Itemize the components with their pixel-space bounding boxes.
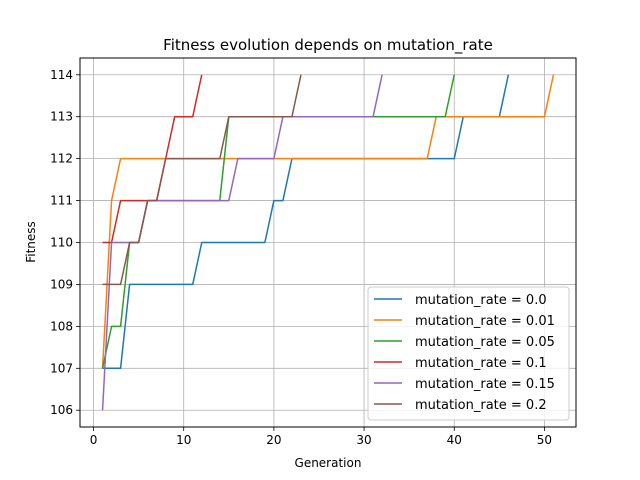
legend-label-0: mutation_rate = 0.0	[415, 293, 547, 308]
x-tick-label: 40	[447, 433, 462, 447]
legend-label-3: mutation_rate = 0.1	[415, 356, 547, 371]
x-tick-label: 10	[176, 433, 191, 447]
x-tick-label: 20	[266, 433, 281, 447]
y-tick-label: 111	[50, 194, 73, 208]
y-tick-label: 109	[50, 277, 73, 291]
y-tick-label: 112	[50, 152, 73, 166]
legend-label-1: mutation_rate = 0.01	[415, 314, 555, 329]
chart-title: Fitness evolution depends on mutation_ra…	[163, 36, 493, 55]
y-tick-label: 106	[50, 403, 73, 417]
x-axis-label: Generation	[295, 456, 362, 470]
y-tick-label: 113	[50, 110, 73, 124]
series-lines	[101, 74, 555, 411]
legend: mutation_rate = 0.0 mutation_rate = 0.01 m…	[367, 286, 570, 421]
y-axis-label: Fitness	[24, 221, 38, 263]
y-tick-label: 110	[50, 236, 73, 250]
legend-label-4: mutation_rate = 0.15	[415, 377, 555, 392]
y-tick-label: 107	[50, 361, 73, 375]
x-tick-label: 50	[537, 433, 552, 447]
legend-label-2: mutation_rate = 0.05	[415, 335, 555, 350]
legend-box	[367, 286, 570, 421]
ticks: 0 10 20 30 40 50 106 107 108 109 110 111 112 113 114	[50, 68, 552, 447]
series-line-5	[102, 74, 302, 286]
y-tick-label: 108	[50, 319, 73, 333]
x-tick-label: 30	[356, 433, 371, 447]
y-tick-label: 114	[50, 68, 73, 82]
legend-label-5: mutation_rate = 0.2	[415, 398, 547, 413]
x-tick-label: 0	[90, 433, 98, 447]
